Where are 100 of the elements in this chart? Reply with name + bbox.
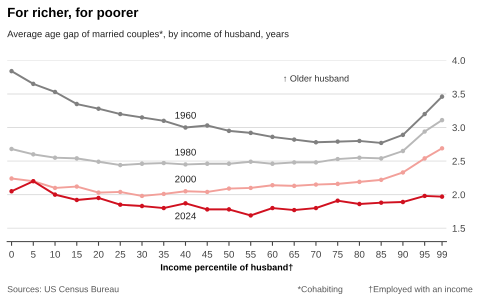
x-tick-label: 80 [354,250,364,258]
point [357,180,362,184]
point [118,190,122,194]
x-tick-label: 95 [420,250,430,258]
point [248,160,253,164]
point [226,207,232,212]
x-tick-label: 30 [136,250,148,258]
point [9,189,14,194]
point [270,206,275,210]
x-tick-label: 90 [398,250,408,258]
point [400,200,406,204]
point [96,190,101,195]
point [378,140,384,146]
x-tick-label: 20 [94,250,104,258]
point [52,155,58,160]
x-tick-label: 40 [180,250,191,258]
point [162,192,166,196]
point [400,148,406,154]
point [140,115,144,120]
point [270,134,275,140]
point [292,160,296,165]
point [205,162,210,166]
point [422,112,427,116]
point [248,213,253,218]
point [440,146,444,151]
x-tick-label: 5 [30,250,36,258]
point [226,186,232,191]
point [118,162,122,168]
point [52,186,58,190]
point [162,206,166,210]
point [205,190,210,194]
point [440,118,444,122]
point [183,201,188,206]
text: †Employed with an income [368,286,472,294]
series-label: 1960 [175,112,196,119]
point [357,138,362,144]
x-tick-label: 25 [115,250,126,258]
x-tick-label: 75 [332,250,343,258]
annotation: ↑ Older husband [284,74,348,82]
point [314,182,318,187]
point [74,184,79,189]
point [183,125,188,130]
point [292,208,296,212]
point [400,132,406,138]
point [74,102,79,106]
point [31,152,36,157]
point [31,82,36,86]
y-tick-label: 4.0 [452,57,466,64]
point [140,204,144,208]
text: *Cohabiting [298,286,342,294]
x-tick-label: 55 [246,250,256,258]
x-tick-label: 15 [72,250,82,258]
point [378,156,384,161]
series-label: 2000 [175,176,196,182]
point [378,178,384,182]
point [292,137,296,142]
point [422,129,427,134]
point [74,156,79,161]
point [183,162,188,167]
x-tick-label: 85 [376,250,386,258]
chart-subtitle: Average age gap of married couples*, by income of husband, years [7,30,289,40]
y-tick-label: 2.5 [452,158,466,165]
point [74,198,79,202]
x-tick-label: 99 [437,250,447,258]
point [314,160,318,165]
point [248,130,253,136]
x-tick-label: 50 [224,250,234,258]
point [422,156,427,161]
point [118,112,122,116]
point [96,106,101,111]
point [118,202,122,207]
y-tick-label: 2.0 [452,191,466,198]
source-note: Sources: US Census Bureau [8,286,118,292]
y-tick-label: 1.5 [452,225,466,232]
point [270,162,275,166]
x-tick-label: 60 [268,250,278,258]
point [270,183,275,188]
point [183,189,188,194]
point [205,207,210,212]
point [292,184,296,188]
point [335,156,340,162]
point [52,192,58,197]
point [422,194,427,198]
x-tick-label: 70 [311,250,321,258]
point [162,160,166,166]
point [357,155,362,160]
point [248,186,253,190]
point [9,176,14,181]
point [335,139,340,144]
point [96,160,101,164]
point [314,140,318,144]
x-tick-label: 45 [202,250,212,258]
point [52,90,58,94]
point [140,162,144,166]
point [9,146,14,152]
point [440,94,444,99]
point [378,200,384,205]
point [226,128,232,134]
point [335,182,340,186]
x-tick-label: 0 [9,250,14,258]
